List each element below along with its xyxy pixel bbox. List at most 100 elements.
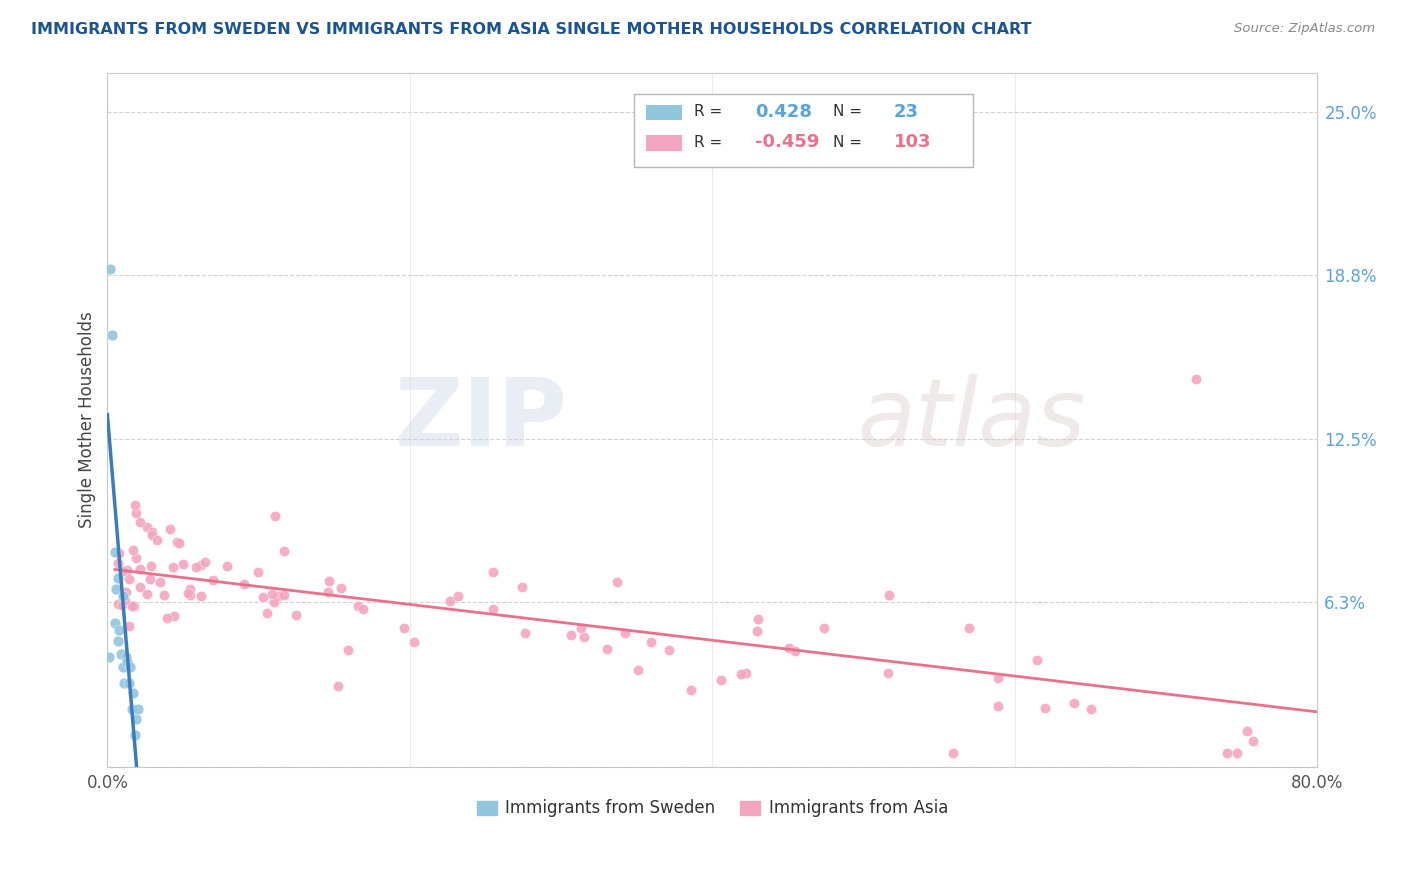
Point — [179, 588, 201, 602]
Point — [172, 557, 194, 571]
Point — [111, 564, 134, 578]
Point — [260, 587, 283, 601]
Point — [135, 520, 157, 534]
Point — [778, 640, 800, 655]
Point — [627, 664, 650, 678]
Point — [352, 601, 374, 615]
Point — [614, 625, 637, 640]
Text: 23: 23 — [894, 103, 920, 120]
Point — [606, 575, 628, 590]
Point — [114, 592, 136, 607]
Point — [111, 660, 134, 674]
Point — [273, 544, 295, 558]
Point — [404, 634, 426, 648]
Point — [439, 593, 461, 607]
Point — [149, 575, 172, 590]
Point — [1216, 746, 1239, 760]
Point — [560, 628, 582, 642]
Point — [122, 543, 145, 558]
Point — [190, 558, 212, 573]
Point — [101, 327, 124, 342]
Point — [246, 565, 269, 579]
Point — [328, 679, 350, 693]
Point — [124, 506, 146, 520]
Point — [987, 671, 1010, 685]
Point — [785, 643, 807, 657]
Point — [877, 588, 900, 602]
Point — [679, 682, 702, 697]
Point — [877, 666, 900, 681]
Point — [813, 621, 835, 635]
Point — [138, 572, 160, 586]
Text: -0.459: -0.459 — [755, 133, 820, 152]
Point — [1080, 701, 1102, 715]
Point — [392, 621, 415, 635]
Point — [152, 588, 174, 602]
Point — [107, 571, 129, 585]
Point — [125, 550, 148, 565]
Point — [128, 515, 150, 529]
Text: atlas: atlas — [858, 375, 1085, 466]
Point — [285, 608, 308, 623]
Point — [337, 643, 360, 657]
Point — [120, 660, 142, 674]
Point — [125, 713, 148, 727]
Point — [318, 574, 340, 589]
Point — [745, 624, 768, 639]
Point — [107, 556, 129, 570]
Point — [139, 559, 162, 574]
Point — [162, 560, 184, 574]
Point — [100, 262, 122, 277]
Point — [103, 53, 125, 67]
Point — [156, 610, 179, 624]
Point — [447, 589, 470, 603]
Point — [202, 573, 225, 587]
Point — [658, 642, 681, 657]
Point — [104, 615, 127, 630]
Point — [329, 581, 352, 595]
Point — [121, 702, 143, 716]
Text: N =: N = — [834, 135, 862, 150]
Point — [117, 572, 139, 586]
Point — [1063, 696, 1085, 710]
Point — [114, 649, 136, 664]
Point — [141, 527, 163, 541]
Point — [128, 562, 150, 576]
Point — [159, 522, 181, 536]
Point — [273, 588, 295, 602]
Legend: Immigrants from Sweden, Immigrants from Asia: Immigrants from Sweden, Immigrants from … — [470, 793, 955, 824]
Point — [1236, 723, 1258, 738]
Point — [124, 728, 146, 742]
Bar — [645, 136, 682, 151]
Point — [482, 602, 505, 616]
Point — [107, 634, 129, 648]
Point — [194, 555, 217, 569]
Text: IMMIGRANTS FROM SWEDEN VS IMMIGRANTS FROM ASIA SINGLE MOTHER HOUSEHOLDS CORRELAT: IMMIGRANTS FROM SWEDEN VS IMMIGRANTS FRO… — [31, 22, 1032, 37]
Point — [1026, 653, 1049, 667]
Point — [734, 665, 756, 680]
Point — [141, 524, 163, 539]
Point — [730, 667, 752, 681]
Point — [166, 535, 188, 549]
Point — [569, 621, 592, 635]
Text: 0.428: 0.428 — [755, 103, 811, 120]
Point — [1035, 701, 1057, 715]
Point — [163, 609, 186, 624]
Point — [1226, 746, 1249, 760]
Point — [263, 595, 285, 609]
Point — [127, 702, 149, 716]
Point — [136, 587, 159, 601]
Point — [115, 585, 138, 599]
Point — [97, 649, 120, 664]
Point — [122, 599, 145, 613]
Point — [108, 624, 131, 638]
Point — [112, 675, 135, 690]
Point — [115, 655, 138, 669]
Point — [1241, 733, 1264, 747]
Point — [256, 607, 278, 621]
Point — [184, 560, 207, 574]
Text: 103: 103 — [894, 133, 931, 152]
Point — [347, 599, 370, 613]
Point — [510, 581, 533, 595]
Point — [640, 635, 662, 649]
